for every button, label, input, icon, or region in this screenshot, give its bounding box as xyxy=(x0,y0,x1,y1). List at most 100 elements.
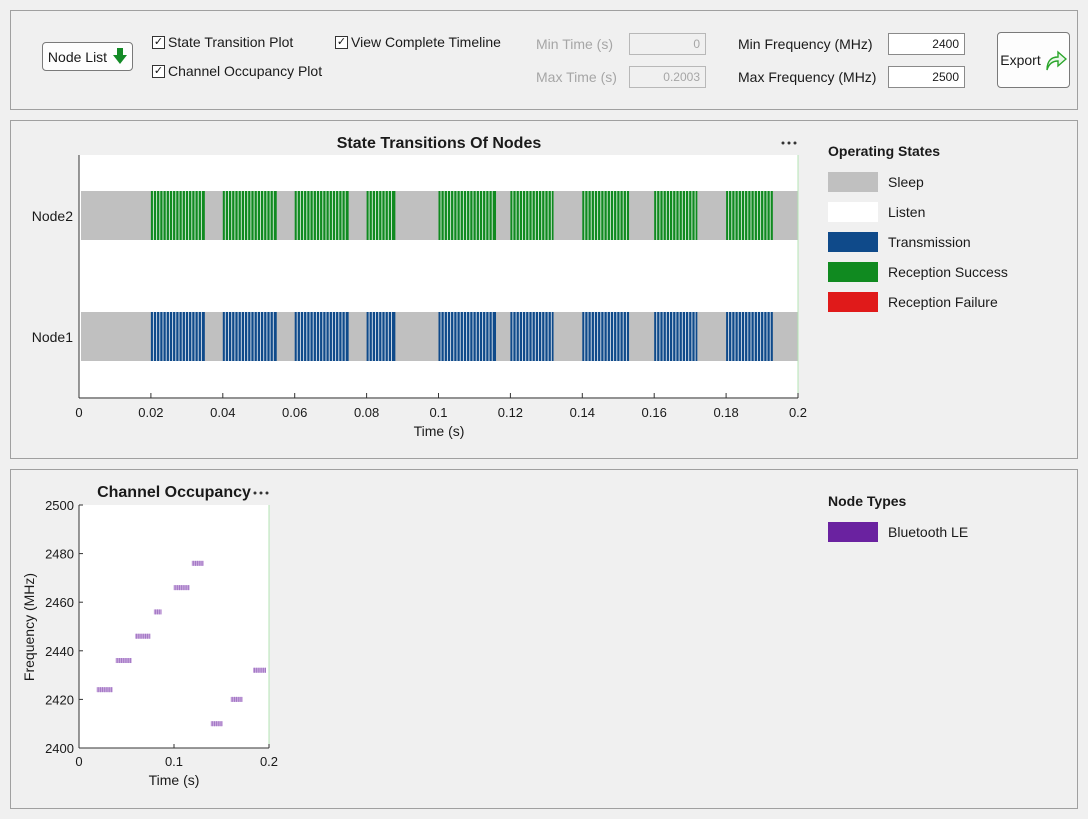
ble-occupancy-mark xyxy=(230,696,243,702)
state-xtick-label: 0.2 xyxy=(789,405,807,420)
chan-plot-xlabel: Time (s) xyxy=(149,772,200,788)
state-transition-chart: State Transitions Of Nodes 0 0.02 0.04 0.06… xyxy=(32,135,807,439)
ble-occupancy-mark xyxy=(135,633,151,639)
min-frequency-field[interactable]: 2400 xyxy=(888,33,965,55)
node1-active-bar xyxy=(366,312,396,361)
ble-occupancy-mark xyxy=(153,609,162,615)
node1-active-bar xyxy=(726,312,773,361)
min-frequency-label: Min Frequency (MHz) xyxy=(738,36,873,52)
node2-active-bar xyxy=(726,191,773,240)
node1-active-bar xyxy=(582,312,630,361)
node1-active-bar xyxy=(222,312,277,361)
max-time-field[interactable]: 0.2003 xyxy=(629,66,706,88)
state-legend-item: Listen xyxy=(828,197,1008,227)
ble-occupancy-mark xyxy=(191,560,204,566)
node1-listen-stripes xyxy=(656,312,696,361)
ble-occupancy-mark xyxy=(253,667,266,673)
chan-plot-title: Channel Occupancy xyxy=(97,484,251,501)
node2-listen-stripes xyxy=(512,191,552,240)
node1-listen-stripes xyxy=(368,312,392,361)
chan-ytick-label: 2420 xyxy=(45,692,74,707)
state-legend-swatch xyxy=(828,292,878,312)
view-timeline-checkbox[interactable]: ✓ View Complete Timeline xyxy=(335,34,501,50)
node1-label: Node1 xyxy=(32,329,73,345)
node2-listen-stripes xyxy=(584,191,627,240)
ble-occupancy-mark xyxy=(115,658,132,664)
state-legend-label: Reception Failure xyxy=(888,294,998,310)
ble-occupancy-mark xyxy=(173,585,190,591)
node2-active-bar xyxy=(582,191,630,240)
operating-states-title: Operating States xyxy=(828,143,941,159)
min-time-label: Min Time (s) xyxy=(536,36,613,52)
node2-listen-stripes xyxy=(152,191,202,240)
controls-panel: Node List ✓ State Transition Plot ✓ Chan… xyxy=(10,10,1078,110)
state-xtick-label: 0.04 xyxy=(210,405,235,420)
state-xtick-label: 0.16 xyxy=(642,405,667,420)
node1-active-bar xyxy=(150,312,205,361)
node1-listen-stripes xyxy=(296,312,346,361)
node1-listen-stripes xyxy=(728,312,771,361)
state-transitions-panel: State Transitions Of Nodes 0 0.02 0.04 0.06… xyxy=(10,120,1078,459)
chan-plot-area xyxy=(79,505,269,748)
node2-listen-stripes xyxy=(224,191,274,240)
max-time-label: Max Time (s) xyxy=(536,69,617,85)
node-list-label: Node List xyxy=(47,48,108,65)
state-xtick-label: 0.18 xyxy=(713,405,738,420)
checkbox-channel-occupancy-box[interactable]: ✓ xyxy=(152,64,165,78)
state-legend-swatch xyxy=(828,262,878,282)
state-xtick-label: 0.12 xyxy=(498,405,523,420)
more-options-icon[interactable] xyxy=(253,491,269,495)
node1-tail-sleep xyxy=(774,312,798,361)
node2-listen-stripes xyxy=(440,191,493,240)
state-xtick-label: 0.1 xyxy=(429,405,447,420)
state-legend-label: Sleep xyxy=(888,174,924,190)
node1-active-bar xyxy=(294,312,349,361)
channel-occupancy-chart: Channel Occupancy 0 0.1 0.2 2400 2420 2440 24… xyxy=(21,484,278,788)
state-xtick-label: 0.02 xyxy=(138,405,163,420)
state-plot-title: State Transitions Of Nodes xyxy=(337,135,542,152)
ble-occupancy-mark xyxy=(210,721,223,727)
node-types-legend: Node Types Bluetooth LE xyxy=(828,493,968,555)
node2-listen-stripes xyxy=(296,191,346,240)
min-time-field[interactable]: 0 xyxy=(629,33,706,55)
state-xtick-label: 0.06 xyxy=(282,405,307,420)
export-arrow-icon xyxy=(1046,50,1067,71)
node-list-button[interactable]: Node List xyxy=(42,42,133,71)
node2-label: Node2 xyxy=(32,208,73,224)
chan-ytick-label: 2500 xyxy=(45,498,74,513)
state-legend-label: Transmission xyxy=(888,234,971,250)
checkbox-state-transition-box[interactable]: ✓ xyxy=(152,35,165,49)
chan-plot-ylabel: Frequency (MHz) xyxy=(21,573,37,681)
max-frequency-field[interactable]: 2500 xyxy=(888,66,965,88)
ble-occupancy-mark xyxy=(96,687,113,693)
channel-occupancy-panel: Channel Occupancy 0 0.1 0.2 2400 2420 2440 24… xyxy=(10,469,1078,809)
checkbox-view-timeline-box[interactable]: ✓ xyxy=(335,35,348,49)
node2-tail-sleep xyxy=(774,191,798,240)
max-frequency-label: Max Frequency (MHz) xyxy=(738,69,877,85)
channel-occupancy-checkbox[interactable]: ✓ Channel Occupancy Plot xyxy=(152,63,322,79)
state-legend-item: Sleep xyxy=(828,167,1008,197)
state-legend-label: Reception Success xyxy=(888,264,1008,280)
state-legend-item: Transmission xyxy=(828,227,1008,257)
channel-occupancy-label: Channel Occupancy Plot xyxy=(168,63,323,79)
node-type-legend-swatch xyxy=(828,522,878,542)
node2-listen-stripes xyxy=(368,191,392,240)
node-type-legend-item: Bluetooth LE xyxy=(828,517,968,547)
more-options-icon[interactable] xyxy=(781,141,797,145)
node-type-legend-label: Bluetooth LE xyxy=(888,524,969,540)
node1-active-bar xyxy=(438,312,497,361)
export-label: Export xyxy=(1000,52,1041,68)
node1-listen-stripes xyxy=(224,312,274,361)
node2-active-bar xyxy=(222,191,277,240)
state-legend-swatch xyxy=(828,202,878,222)
node2-active-bar xyxy=(438,191,497,240)
node2-listen-stripes xyxy=(728,191,771,240)
node1-listen-stripes xyxy=(584,312,627,361)
state-xtick-label: 0.14 xyxy=(570,405,595,420)
state-legend-item: Reception Failure xyxy=(828,287,1008,317)
node2-active-bar xyxy=(150,191,205,240)
node2-active-bar xyxy=(366,191,396,240)
state-transition-checkbox[interactable]: ✓ State Transition Plot xyxy=(152,34,293,50)
state-plot-xlabel: Time (s) xyxy=(414,423,465,439)
export-button[interactable]: Export xyxy=(997,32,1070,88)
